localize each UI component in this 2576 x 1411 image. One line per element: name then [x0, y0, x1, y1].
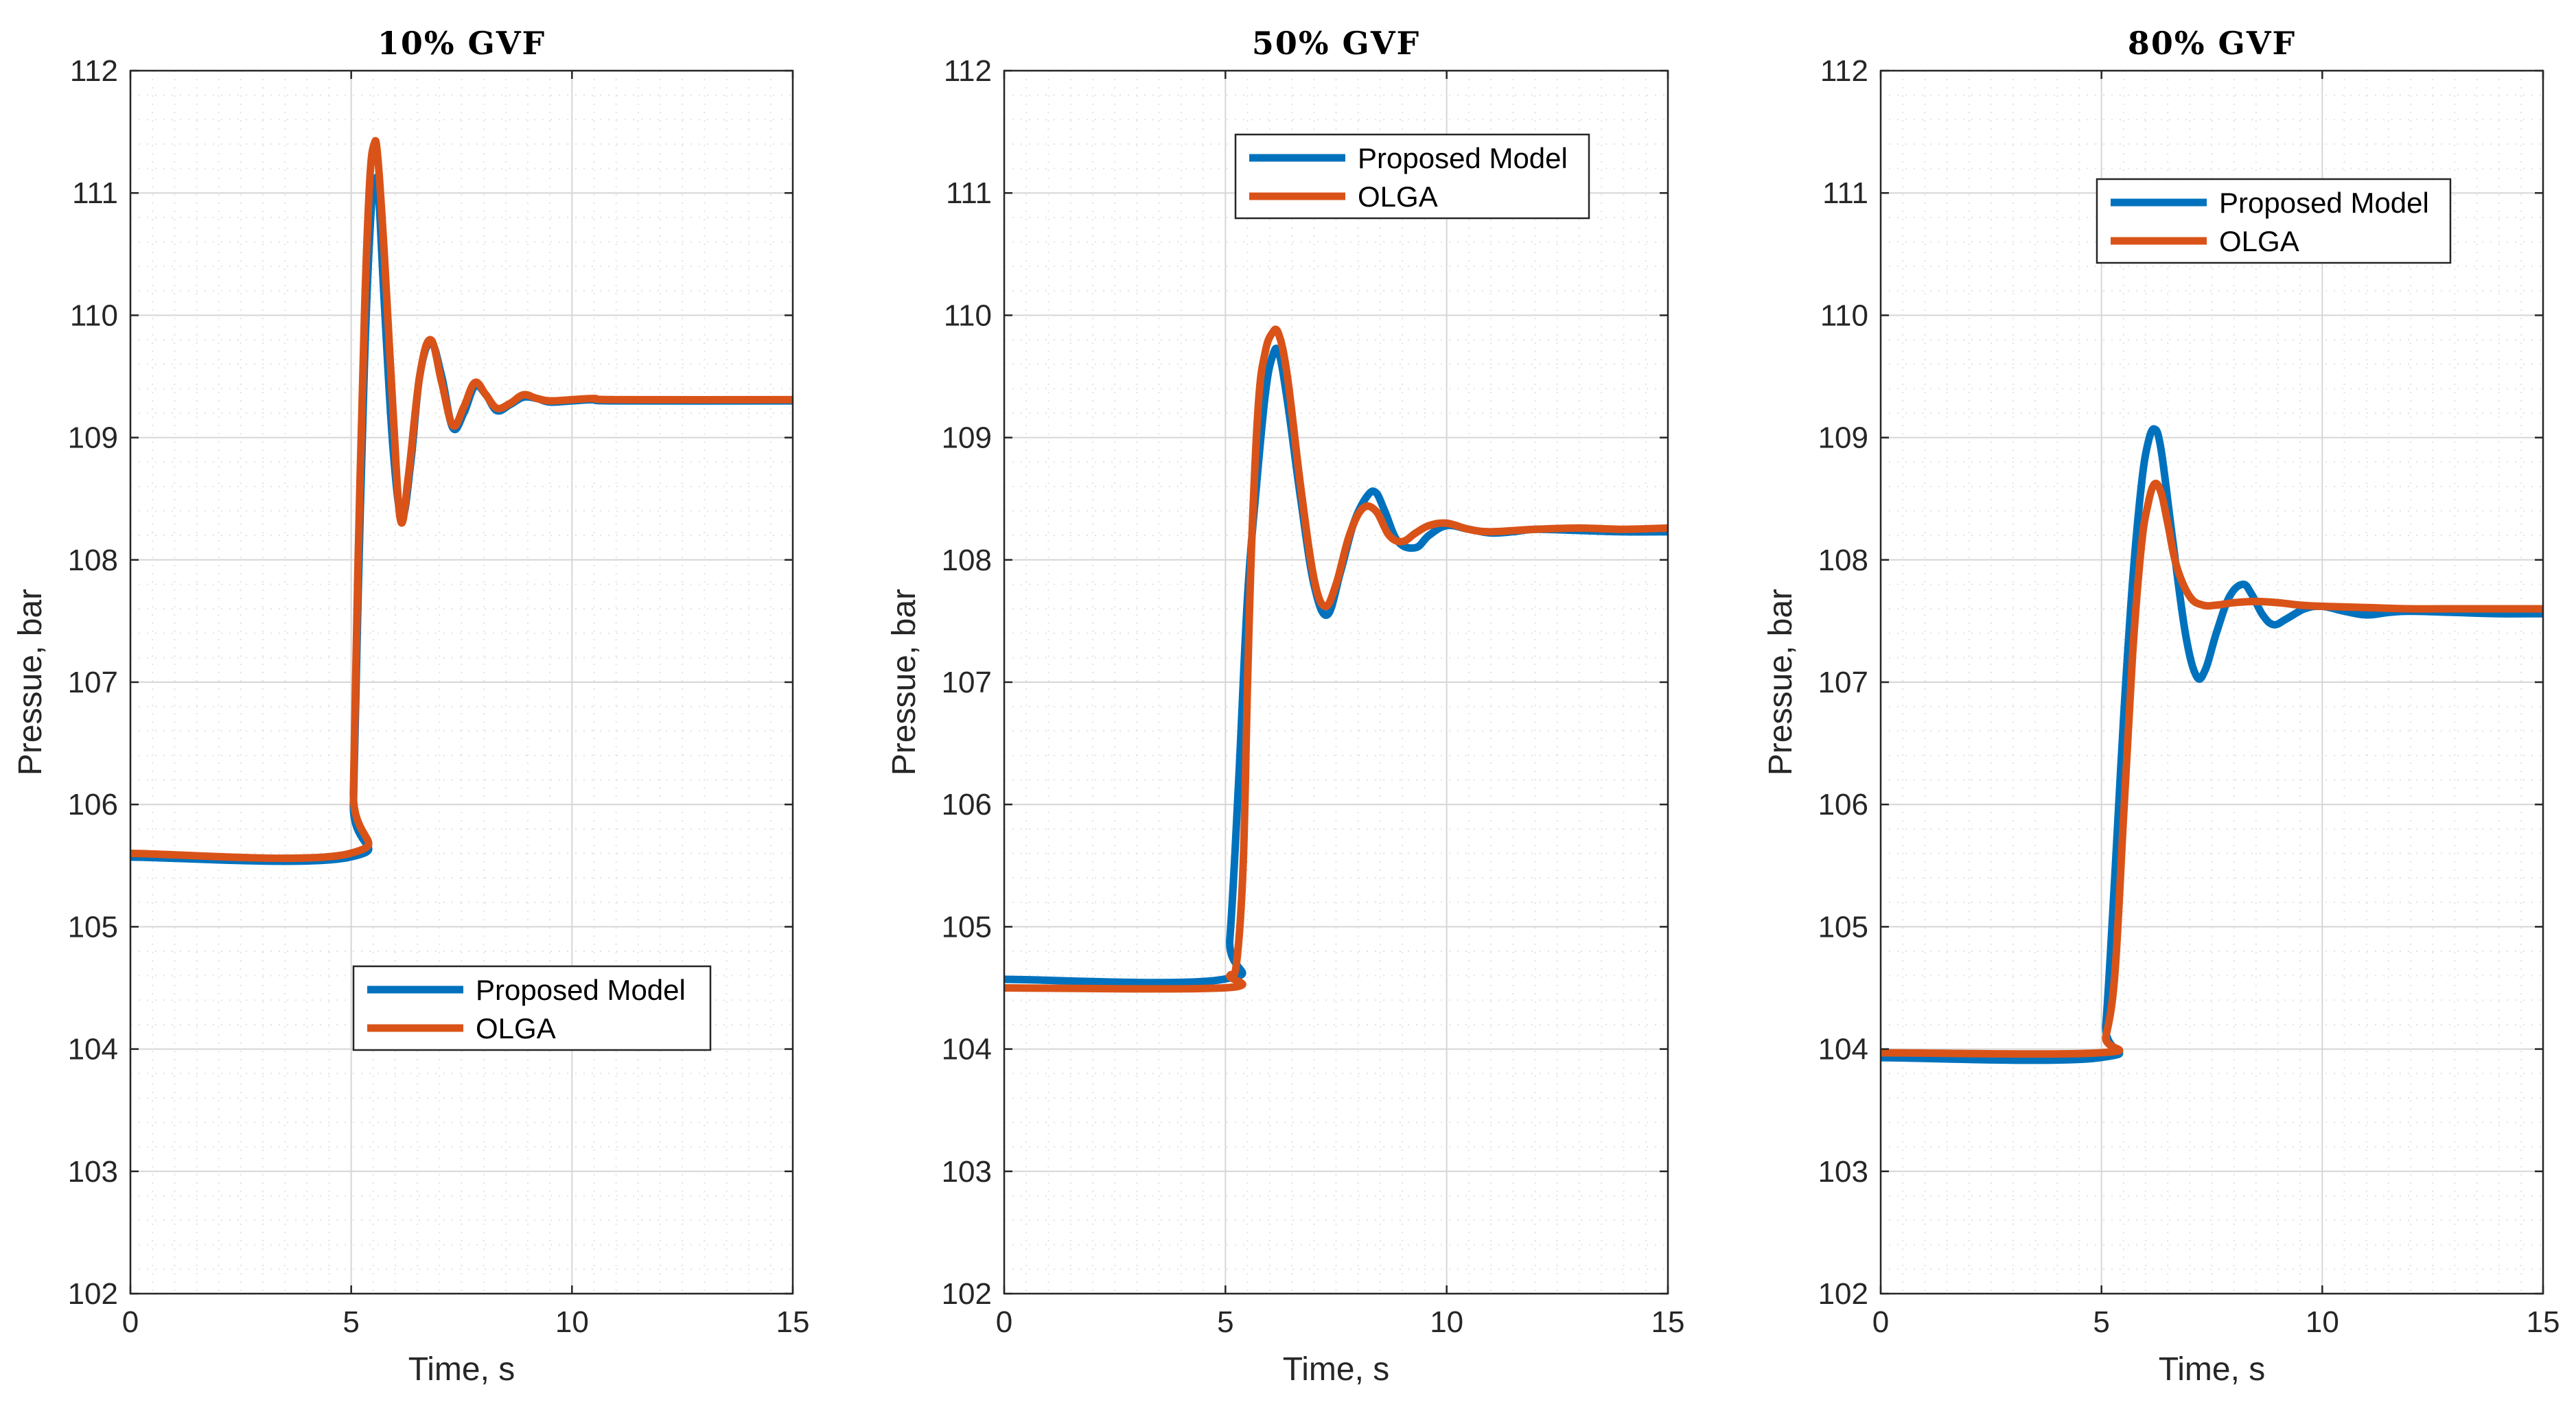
y-tick-label: 102 [1818, 1277, 1868, 1311]
legend-label: OLGA [476, 1012, 556, 1045]
y-tick-label: 104 [942, 1033, 992, 1066]
y-tick-label: 107 [942, 666, 992, 699]
legend-box [2096, 178, 2452, 264]
y-tick-label: 105 [68, 910, 118, 944]
y-tick-label: 112 [944, 54, 992, 88]
y-tick-label: 108 [68, 544, 118, 577]
legend: Proposed Model OLGA [352, 965, 712, 1051]
y-tick-label: 109 [68, 421, 118, 455]
legend-label: Proposed Model [1358, 142, 1568, 174]
y-tick-label: 107 [1818, 666, 1868, 699]
legend-box [352, 965, 712, 1051]
x-axis-label: Time, s [1283, 1351, 1390, 1388]
series-line-proposed-model [1881, 425, 2543, 1064]
y-tick-label: 103 [942, 1155, 992, 1189]
x-tick-label: 0 [1872, 1305, 1889, 1339]
y-tick-label: 106 [942, 788, 992, 821]
y-tick-label: 107 [68, 666, 118, 699]
x-tick-label: 5 [2093, 1305, 2109, 1339]
y-tick-label: 104 [68, 1033, 118, 1066]
x-tick-label: 0 [996, 1305, 1012, 1339]
x-tick-label: 15 [1651, 1305, 1685, 1339]
chart-title: 80% GVF [2128, 25, 2296, 62]
series-line-olga [130, 137, 793, 863]
x-axis-label: Time, s [2159, 1351, 2266, 1388]
chart-title: 10% GVF [378, 25, 546, 62]
legend-label: OLGA [2219, 225, 2299, 257]
legend-label: Proposed Model [2219, 187, 2429, 219]
x-tick-label: 15 [2527, 1305, 2560, 1339]
series-group [1004, 325, 1668, 993]
series-group [1881, 425, 2543, 1064]
y-tick-label: 103 [68, 1155, 118, 1189]
chart-panel-1: 102 103 104 105 106 107 108 109 110 111 112 0 5 10 15 1… [12, 25, 809, 1388]
legend-label: OLGA [1358, 180, 1438, 213]
y-tick-label: 106 [1818, 788, 1868, 821]
y-tick-label: 104 [1818, 1033, 1868, 1066]
y-tick-label: 108 [1818, 544, 1868, 577]
x-tick-label: 5 [1217, 1305, 1233, 1339]
y-tick-label: 102 [68, 1277, 118, 1311]
y-tick-label: 111 [1822, 176, 1868, 210]
y-tick-label: 110 [1820, 299, 1868, 332]
y-tick-label: 110 [944, 299, 992, 332]
x-tick-label: 5 [343, 1305, 359, 1339]
legend-box [1234, 133, 1590, 220]
minor-grid [130, 71, 793, 1294]
y-tick-label: 110 [70, 299, 118, 332]
series-line-olga [1881, 479, 2543, 1058]
chart-title: 50% GVF [1252, 25, 1420, 62]
y-tick-label: 109 [1818, 421, 1868, 455]
series-group [130, 137, 793, 865]
legend: Proposed Model OLGA [2096, 178, 2452, 264]
series-line-olga [1004, 325, 1668, 993]
y-axis-label: Pressue, bar [12, 589, 49, 776]
y-tick-label: 102 [942, 1277, 992, 1311]
legend: Proposed Model OLGA [1234, 133, 1590, 220]
y-tick-label: 108 [942, 544, 992, 577]
x-tick-label: 15 [776, 1305, 810, 1339]
x-tick-label: 10 [1430, 1305, 1463, 1339]
chart-panel-3: 102 103 104 105 106 107 108 109 110 111 112 0 5 10 15 8… [1763, 25, 2560, 1388]
x-tick-label: 10 [555, 1305, 589, 1339]
y-tick-label: 111 [946, 176, 992, 210]
y-axis-label: Pressue, bar [1763, 589, 1799, 776]
x-axis-label: Time, s [408, 1351, 515, 1388]
y-tick-label: 112 [1820, 54, 1868, 88]
chart-panel-2: 102 103 104 105 106 107 108 109 110 111 112 0 5 10 15 5… [886, 25, 1684, 1388]
y-tick-label: 112 [70, 54, 118, 88]
y-tick-label: 109 [942, 421, 992, 455]
y-tick-label: 103 [1818, 1155, 1868, 1189]
legend-label: Proposed Model [476, 974, 686, 1006]
y-tick-label: 105 [942, 910, 992, 944]
x-tick-label: 0 [122, 1305, 139, 1339]
y-tick-label: 106 [68, 788, 118, 821]
x-tick-label: 10 [2306, 1305, 2339, 1339]
y-tick-label: 111 [72, 176, 118, 210]
y-tick-label: 105 [1818, 910, 1868, 944]
y-axis-label: Pressue, bar [886, 589, 923, 776]
